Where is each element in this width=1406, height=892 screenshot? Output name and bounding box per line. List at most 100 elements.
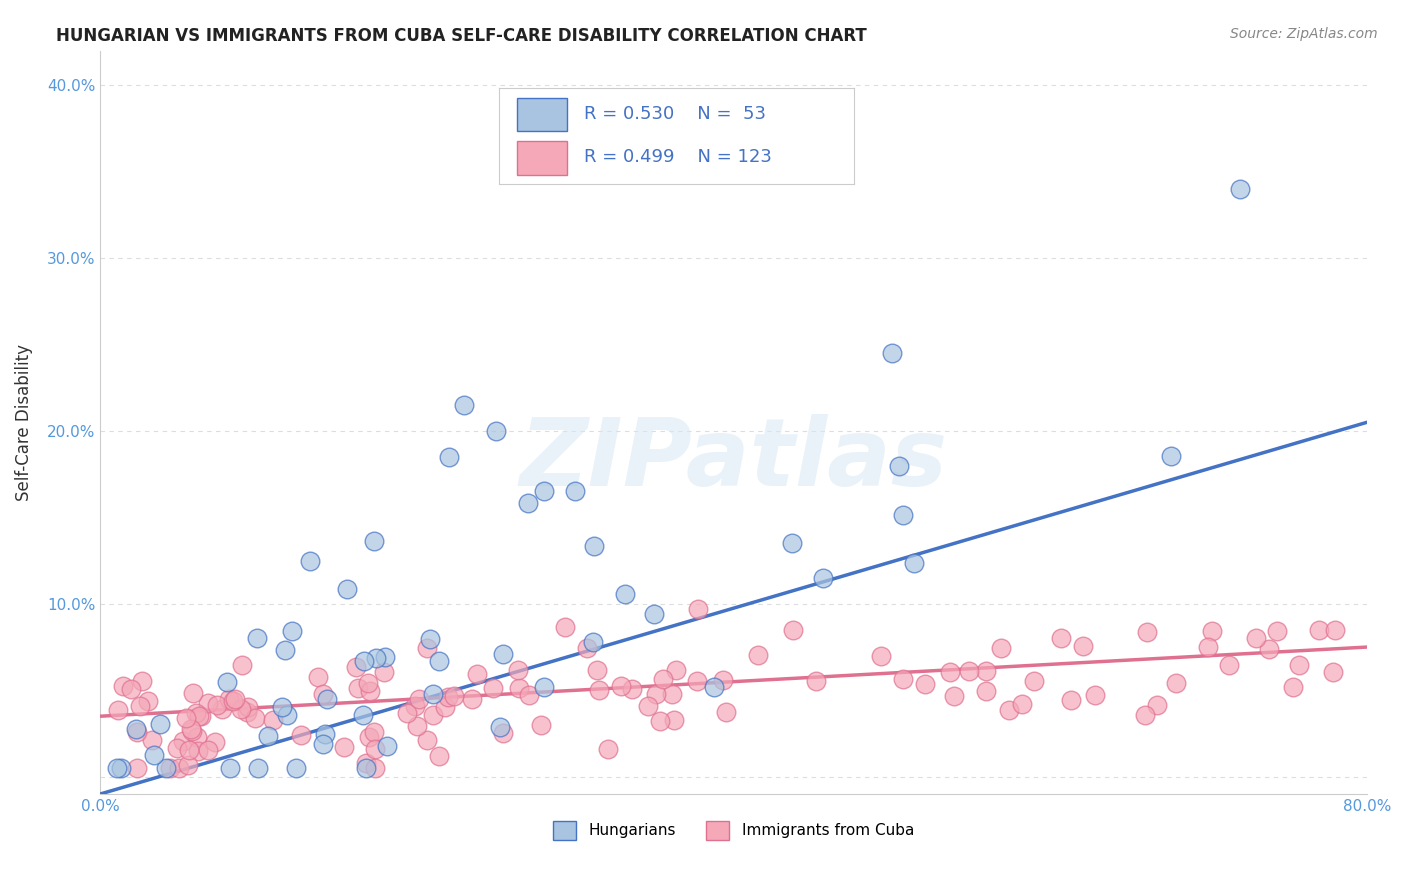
Point: [344, 660, 367, 674]
Point: [184, 706, 207, 720]
Point: [517, 496, 540, 510]
Point: [224, 691, 246, 706]
Point: [914, 677, 936, 691]
Point: [1060, 692, 1083, 706]
Point: [942, 689, 965, 703]
Point: [159, 761, 181, 775]
Point: [651, 672, 673, 686]
Point: [186, 731, 208, 745]
Point: [939, 665, 962, 679]
Point: [903, 556, 925, 570]
Point: [245, 710, 267, 724]
Point: [482, 681, 505, 695]
Point: [485, 424, 508, 438]
Point: [492, 647, 515, 661]
Point: [1201, 624, 1223, 638]
Point: [312, 737, 335, 751]
Point: [174, 710, 197, 724]
Point: [582, 539, 605, 553]
Point: [533, 484, 555, 499]
Point: [262, 713, 284, 727]
Point: [404, 698, 426, 713]
Point: [353, 654, 375, 668]
Text: HUNGARIAN VS IMMIGRANTS FROM CUBA SELF-CARE DISABILITY CORRELATION CHART: HUNGARIAN VS IMMIGRANTS FROM CUBA SELF-C…: [56, 27, 868, 45]
Point: [588, 683, 610, 698]
Point: [782, 624, 804, 638]
Point: [357, 675, 380, 690]
Point: [1011, 697, 1033, 711]
Point: [363, 533, 385, 548]
Point: [780, 536, 803, 550]
Point: [427, 654, 450, 668]
Point: [620, 682, 643, 697]
Point: [364, 761, 387, 775]
Point: [298, 554, 321, 568]
Point: [177, 758, 200, 772]
Point: [105, 761, 128, 775]
Point: [276, 708, 298, 723]
Point: [312, 687, 335, 701]
Point: [1146, 698, 1168, 712]
Point: [1198, 640, 1220, 654]
Point: [976, 684, 998, 698]
Point: [356, 761, 378, 775]
Point: [974, 664, 997, 678]
Point: [332, 740, 354, 755]
Point: [533, 680, 555, 694]
Point: [644, 687, 666, 701]
Point: [247, 761, 270, 775]
Point: [111, 680, 134, 694]
Point: [686, 674, 709, 689]
Point: [273, 643, 295, 657]
Point: [1164, 676, 1187, 690]
Point: [1258, 642, 1281, 657]
Point: [1022, 674, 1045, 689]
Point: [205, 698, 228, 712]
Point: [416, 733, 439, 747]
Point: [1050, 631, 1073, 645]
Point: [582, 634, 605, 648]
Point: [492, 726, 515, 740]
Text: Source: ZipAtlas.com: Source: ZipAtlas.com: [1230, 27, 1378, 41]
Point: [290, 728, 312, 742]
Point: [366, 650, 388, 665]
Point: [110, 761, 132, 775]
Point: [257, 729, 280, 743]
Point: [172, 734, 194, 748]
Point: [307, 670, 329, 684]
Point: [422, 687, 444, 701]
Point: [711, 673, 734, 687]
Point: [637, 699, 659, 714]
Point: [1282, 680, 1305, 694]
Point: [465, 666, 488, 681]
Point: [1073, 639, 1095, 653]
Point: [614, 586, 637, 600]
Point: [406, 719, 429, 733]
Point: [891, 508, 914, 522]
Point: [489, 720, 512, 734]
Point: [610, 679, 633, 693]
Point: [374, 649, 396, 664]
Point: [142, 747, 165, 762]
Point: [181, 724, 204, 739]
Point: [149, 716, 172, 731]
Point: [188, 709, 211, 723]
Point: [218, 692, 240, 706]
Point: [643, 607, 665, 622]
Point: [128, 698, 150, 713]
Point: [586, 663, 609, 677]
Point: [364, 742, 387, 756]
Point: [747, 648, 769, 663]
Point: [363, 725, 385, 739]
Point: [395, 706, 418, 721]
Point: [422, 707, 444, 722]
Point: [662, 713, 685, 727]
Point: [190, 709, 212, 723]
Point: [141, 732, 163, 747]
Point: [359, 730, 381, 744]
Point: [167, 761, 190, 775]
Point: [211, 702, 233, 716]
Point: [107, 703, 129, 717]
Point: [124, 722, 146, 736]
Point: [517, 689, 540, 703]
